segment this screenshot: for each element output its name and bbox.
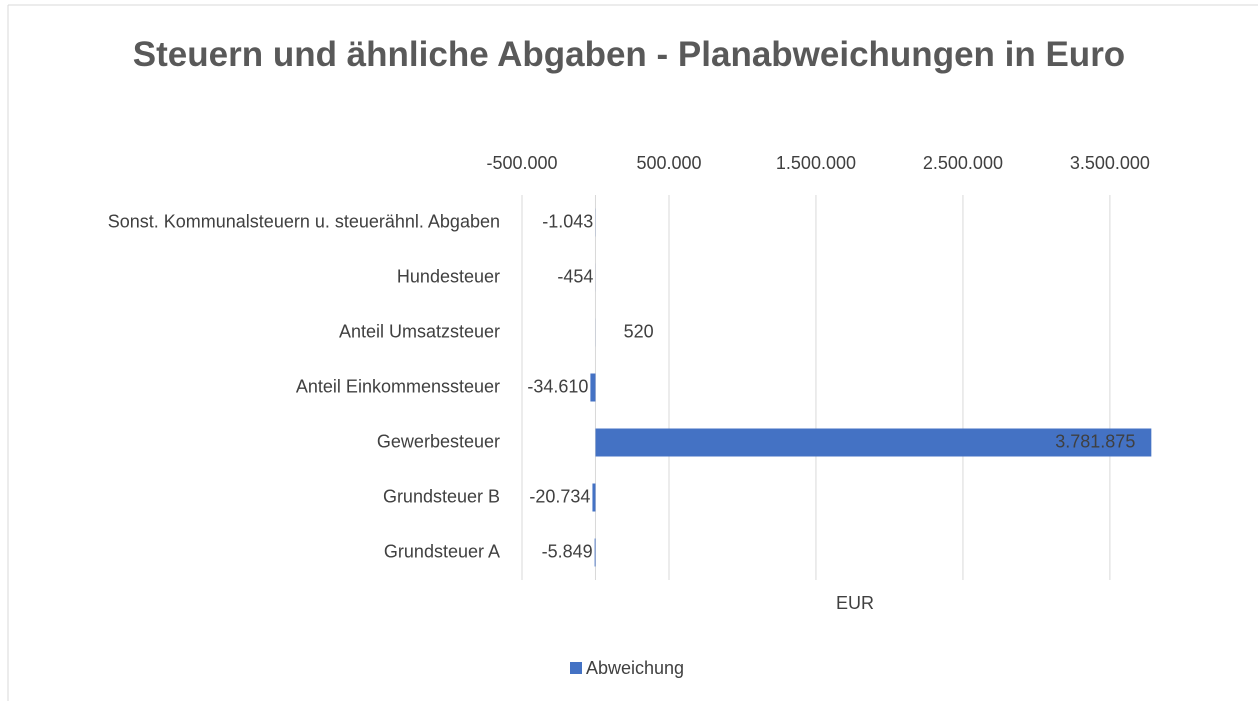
bar bbox=[590, 373, 596, 402]
legend-swatch bbox=[570, 662, 582, 674]
x-axis-label: EUR bbox=[836, 593, 874, 613]
x-tick-label: 1.500.000 bbox=[776, 153, 856, 173]
bar bbox=[595, 428, 1152, 457]
data-label: -454 bbox=[557, 266, 593, 286]
data-label: -20.734 bbox=[529, 486, 590, 506]
y-tick-label: Anteil Einkommenssteuer bbox=[296, 376, 500, 396]
x-tick-label: 3.500.000 bbox=[1070, 153, 1150, 173]
chart-title: Steuern und ähnliche Abgaben - Planabwei… bbox=[132, 35, 1126, 74]
data-label: -34.610 bbox=[527, 376, 588, 396]
y-tick-label: Grundsteuer B bbox=[383, 486, 500, 506]
legend-label: Abweichung bbox=[586, 658, 684, 678]
data-label: 3.781.875 bbox=[1055, 431, 1135, 451]
bar bbox=[594, 538, 596, 567]
x-tick-label: 500.000 bbox=[636, 153, 701, 173]
y-tick-label: Gewerbesteuer bbox=[377, 431, 500, 451]
x-tick-label: -500.000 bbox=[486, 153, 557, 173]
y-tick-label: Sonst. Kommunalsteuern u. steuerähnl. Ab… bbox=[108, 211, 500, 231]
y-tick-label: Grundsteuer A bbox=[384, 541, 500, 561]
y-tick-label: Anteil Umsatzsteuer bbox=[339, 321, 500, 341]
data-label: 520 bbox=[624, 321, 654, 341]
y-tick-label: Hundesteuer bbox=[397, 266, 500, 286]
bar bbox=[592, 483, 596, 512]
data-label: -5.849 bbox=[542, 541, 593, 561]
data-label: -1.043 bbox=[542, 211, 593, 231]
x-tick-label: 2.500.000 bbox=[923, 153, 1003, 173]
